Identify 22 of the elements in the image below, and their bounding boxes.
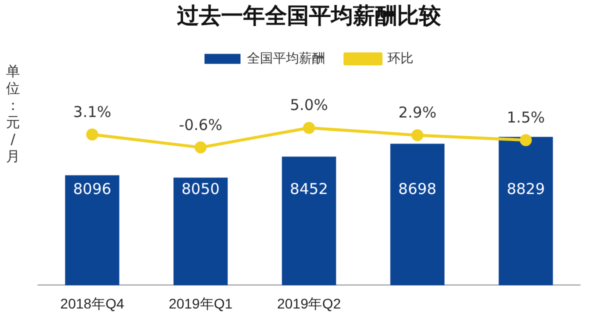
data-label: 5.0%: [290, 96, 328, 114]
legend-label: 环比: [388, 50, 414, 66]
point: [194, 141, 207, 154]
data-label: 2.9%: [398, 104, 436, 122]
x-tick-label: 2019年Q2: [277, 295, 342, 312]
data-label: -0.6%: [178, 116, 222, 134]
point: [86, 128, 98, 140]
data-label: 1.5%: [506, 108, 545, 126]
point: [303, 122, 315, 134]
chart-title: 过去一年全国平均薪酬比较: [176, 4, 442, 29]
legend-label: 全国平均薪酬: [247, 50, 325, 66]
point: [411, 129, 424, 142]
x-tick-label: 2019年Q1: [168, 295, 233, 312]
data-label: 8698: [398, 180, 436, 198]
data-label: 8452: [290, 180, 328, 198]
y-axis-title: 单位：元/月: [5, 64, 21, 166]
data-label: 8050: [182, 180, 220, 198]
point: [520, 134, 532, 146]
data-label: 3.1%: [73, 102, 112, 121]
x-tick-label: 2018年Q4: [60, 295, 124, 312]
data-label: 8829: [506, 180, 545, 198]
data-label: 8096: [73, 180, 112, 198]
